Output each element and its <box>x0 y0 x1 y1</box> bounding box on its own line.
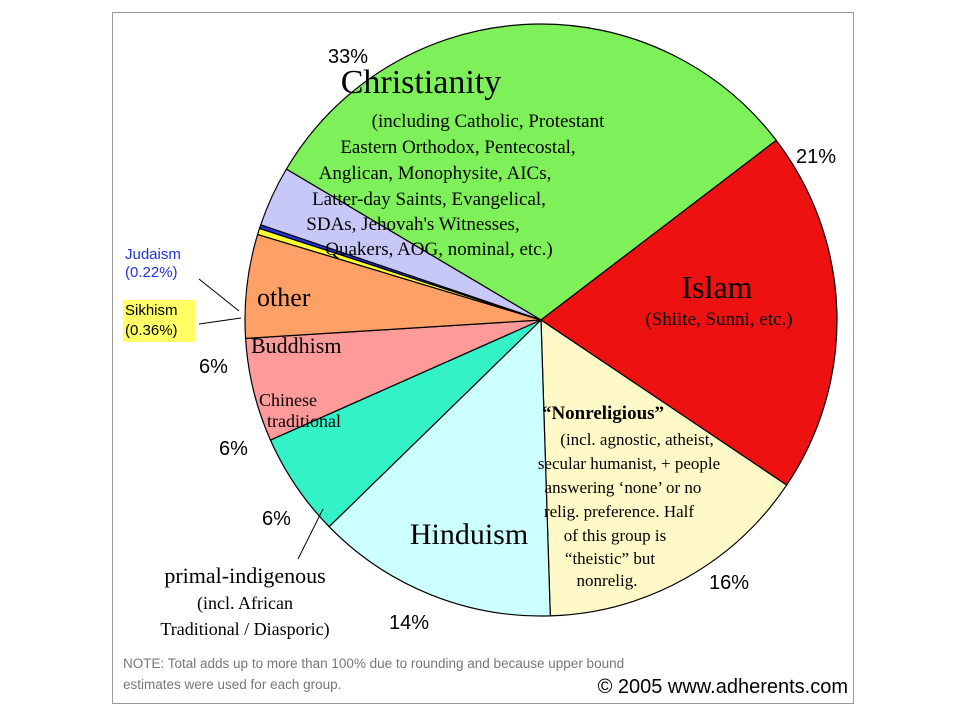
pct-label-nonreligious: 16% <box>709 572 749 594</box>
slice-label-islam: Islam <box>681 269 752 305</box>
primal-indigenous-note-line: Traditional / Diasporic) <box>160 619 329 640</box>
pie-slice-other <box>259 168 542 321</box>
sikhism-leader-line <box>198 317 242 325</box>
sikhism-pct-label: (0.36%) <box>125 322 178 339</box>
christianity-note-line: Latter-day Saints, Evangelical, <box>312 189 546 210</box>
slice-label-chinese-traditional-line2: traditional <box>267 411 341 431</box>
chart-frame: Christianity (including Catholic, Protes… <box>112 12 854 704</box>
footnote-line-2: estimates were used for each group. <box>123 677 341 692</box>
pie-slice-nonreligious <box>540 318 788 617</box>
slice-label-buddhism: Buddhism <box>251 333 341 358</box>
christianity-note-line: Quakers, AOG, nominal, etc.) <box>325 239 552 260</box>
christianity-note-line: (including Catholic, Protestant <box>372 111 605 132</box>
slice-label-nonreligious: “Nonreligious” <box>542 403 664 424</box>
christianity-note-line: SDAs, Jehovah's Witnesses, <box>306 214 519 235</box>
religions-pie-chart: Christianity (including Catholic, Protes… <box>123 23 848 698</box>
nonreligious-note-line: of this group is <box>564 526 666 545</box>
sikhism-label-highlight <box>123 300 195 342</box>
pct-label-chinese-traditional: 6% <box>219 438 248 460</box>
pct-label-buddhism: 6% <box>199 356 228 378</box>
christianity-note-line: Eastern Orthodox, Pentecostal, <box>340 137 575 158</box>
primal-indigenous-leader-line <box>297 508 324 560</box>
pct-label-islam: 21% <box>796 146 836 168</box>
pct-label-christianity: 33% <box>328 46 368 68</box>
nonreligious-note-line: nonrelig. <box>577 571 638 590</box>
slice-label-chinese-traditional-line1: Chinese <box>259 390 317 410</box>
nonreligious-note-line: (incl. agnostic, atheist, <box>560 430 713 449</box>
nonreligious-note-line: answering ‘none’ or no <box>545 478 702 497</box>
pie-slice-islam <box>539 139 838 486</box>
slice-label-other: other <box>257 283 311 312</box>
islam-note-line: (Shiite, Sunni, etc.) <box>645 309 792 330</box>
copyright-credit: © 2005 www.adherents.com <box>598 676 848 698</box>
pie-slice-christianity <box>285 23 778 321</box>
slice-label-christianity: Christianity <box>341 64 502 101</box>
pct-label-primal-indigenous: 6% <box>262 508 291 530</box>
christianity-note-line: Anglican, Monophysite, AICs, <box>319 163 552 184</box>
slice-label-hinduism: Hinduism <box>410 518 528 551</box>
slice-label-primal-indigenous: primal-indigenous <box>164 563 325 588</box>
nonreligious-note-line: relig. preference. Half <box>544 502 694 521</box>
judaism-leader-line <box>198 278 240 312</box>
pct-label-hinduism: 14% <box>389 612 429 634</box>
nonreligious-note-line: “theistic” but <box>565 549 655 568</box>
judaism-label: Judaism <box>125 246 181 263</box>
pie-slice-hinduism <box>328 318 551 617</box>
nonreligious-note-line: secular humanist, + people <box>538 454 720 473</box>
footnote-line-1: NOTE: Total adds up to more than 100% du… <box>123 656 624 671</box>
primal-indigenous-note-line: (incl. African <box>197 593 293 614</box>
sikhism-label: Sikhism <box>125 302 178 319</box>
judaism-pct-label: (0.22%) <box>125 264 178 281</box>
